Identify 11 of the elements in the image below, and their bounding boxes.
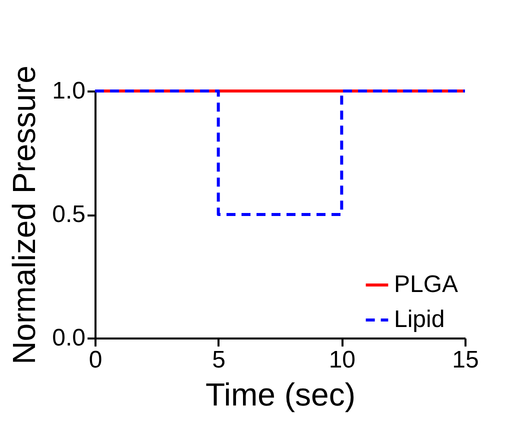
x-tick-label: 5 xyxy=(212,346,226,374)
legend-label: Lipid xyxy=(394,306,445,333)
x-tick-label: 10 xyxy=(328,346,356,374)
x-tick-label: 15 xyxy=(452,346,479,374)
legend-label: PLGA xyxy=(394,271,458,298)
y-tick-label: 0.0 xyxy=(52,324,86,352)
y-tick-label: 0.5 xyxy=(52,201,86,228)
x-tick-label: 0 xyxy=(88,346,102,374)
x-axis-title: Time (sec) xyxy=(206,376,356,412)
y-axis-title: Normalized Pressure xyxy=(6,66,42,364)
y-tick-label: 1.0 xyxy=(52,78,86,104)
